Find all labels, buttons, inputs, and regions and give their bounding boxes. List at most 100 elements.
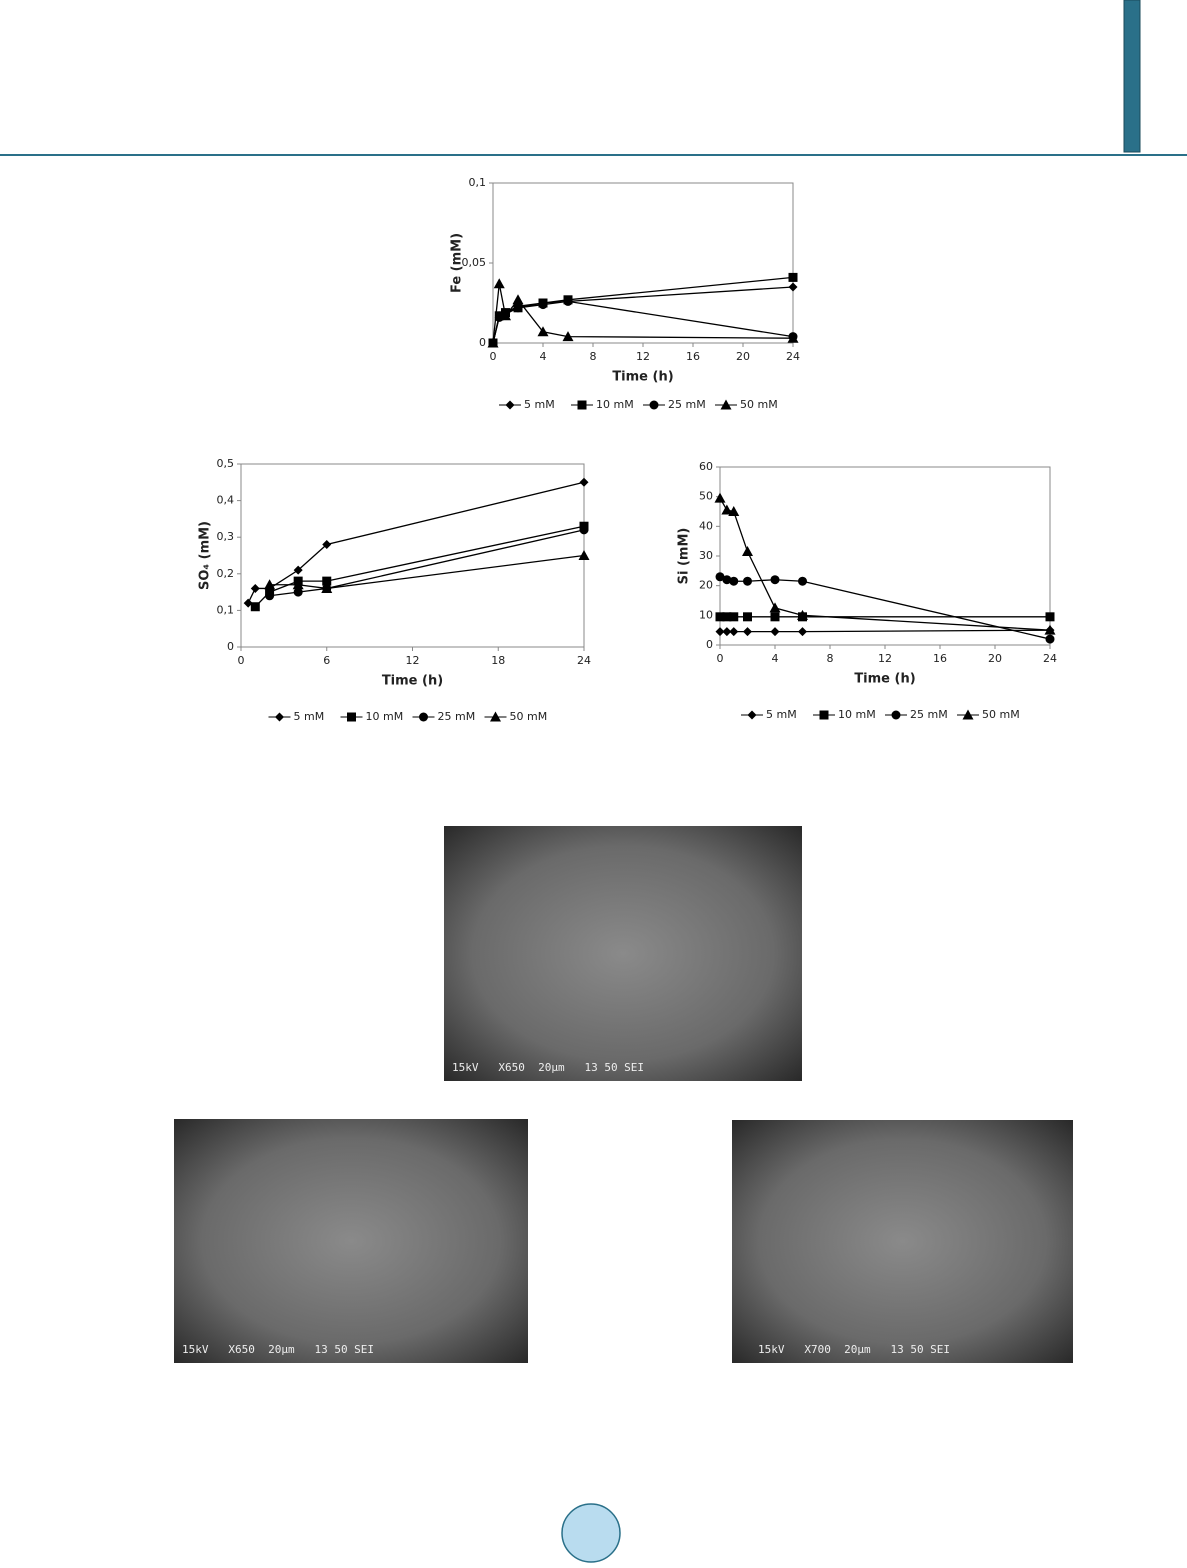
chart: 0 10 20 30 40 50 60 0 4 8 12 16 20 24 Time (h) Si (mM) 5… [677,460,1058,721]
y-tick-label: 0,1 [217,603,235,616]
legend-label: 10 mM [366,710,404,723]
sem-image: 15kV X650 20µm 13 50 SEI [174,1119,528,1363]
marker [538,300,548,310]
legend-label: 50 mM [982,708,1020,721]
marker [722,612,732,622]
legend-label: 50 mM [740,398,778,411]
marker [722,575,732,585]
marker [493,278,505,289]
marker [728,506,740,516]
series-line [720,629,1051,633]
y-tick-label: 0 [706,638,713,651]
marker [729,627,739,637]
marker [797,609,808,620]
x-tick-label: 12 [406,654,420,667]
marker [770,627,780,637]
marker [243,598,253,608]
marker [787,332,799,343]
marker [578,550,590,560]
legend-label: 25 mM [910,708,948,721]
x-tick-label: 12 [878,652,892,665]
marker [715,572,725,582]
marker [292,579,304,590]
y-axis-label: SO₄ (mM) [198,521,213,590]
y-tick-label: 0,05 [462,256,487,269]
y-axis-label: Fe (mM) [450,233,465,293]
x-tick-label: 16 [686,350,700,363]
y-tick-label: 50 [699,490,713,503]
marker [1044,624,1056,635]
chart: 0 0,1 0,2 0,3 0,4 0,5 0 6 12 18 24 Time (h) SO₄ (mM)… [198,457,592,723]
marker [714,492,726,503]
marker [743,612,752,622]
header-tab [1123,0,1141,153]
marker [770,612,780,622]
legend-marker [819,710,829,720]
legend-marker [962,709,974,720]
marker [798,576,807,586]
x-tick-label: 24 [1043,652,1057,665]
y-tick-label: 10 [699,608,713,621]
marker [264,579,276,590]
plot-frame [492,182,794,344]
legend-marker [720,399,732,410]
x-tick-label: 0 [238,654,245,667]
marker [769,602,781,613]
series-line [719,497,1051,631]
x-tick-label: 20 [988,652,1002,665]
page-badge [561,1503,621,1563]
legend-marker [649,400,659,410]
plot-frame [240,463,585,648]
x-tick-label: 0 [490,350,497,363]
marker [788,272,798,282]
x-axis-label: Time (h) [854,672,915,687]
y-tick-label: 60 [699,460,713,473]
x-tick-label: 16 [933,652,947,665]
series-line [254,525,585,608]
legend-marker [419,712,428,722]
marker [729,612,739,622]
x-tick-label: 18 [491,654,505,667]
marker [579,525,589,535]
y-tick-label: 0,3 [217,530,235,543]
legend-label: 25 mM [438,710,476,723]
sem-image: 15kV X700 20µm 13 50 SEI [732,1120,1073,1363]
x-tick-label: 8 [827,652,834,665]
marker [250,602,260,612]
marker [788,282,798,292]
marker [770,575,780,585]
image-caption: 15kV X650 20µm 13 50 SEI [452,1061,644,1074]
legend-marker [505,400,515,410]
marker [250,583,260,593]
y-tick-label: 0,4 [217,494,235,507]
marker [487,337,499,348]
x-tick-label: 4 [772,652,779,665]
marker [729,576,739,586]
marker [742,546,753,557]
chart: 0 0,05 0,1 0 4 8 12 16 20 24 Time (h) Fe (mM) 5 mM 10… [450,176,801,411]
plot-frame [719,466,1051,646]
y-tick-label: 0,5 [217,457,235,470]
x-tick-label: 4 [540,350,547,363]
y-tick-label: 0 [227,640,234,653]
x-axis-label: Time (h) [612,370,673,385]
sem-image: 15kV X650 20µm 13 50 SEI [444,826,802,1081]
legend-label: 5 mM [766,708,797,721]
x-tick-label: 8 [590,350,597,363]
y-tick-label: 30 [699,549,713,562]
legend-marker [275,712,284,722]
marker [293,565,303,575]
marker [513,303,523,313]
marker [563,296,573,306]
legend-marker [747,710,757,720]
series-line [492,286,794,344]
marker [1045,612,1055,622]
legend-label: 5 mM [294,710,325,723]
marker [265,591,275,601]
marker [500,310,511,321]
x-tick-label: 12 [636,350,650,363]
y-tick-label: 0,2 [217,567,235,580]
legend-marker [490,711,501,722]
marker [1045,634,1055,644]
